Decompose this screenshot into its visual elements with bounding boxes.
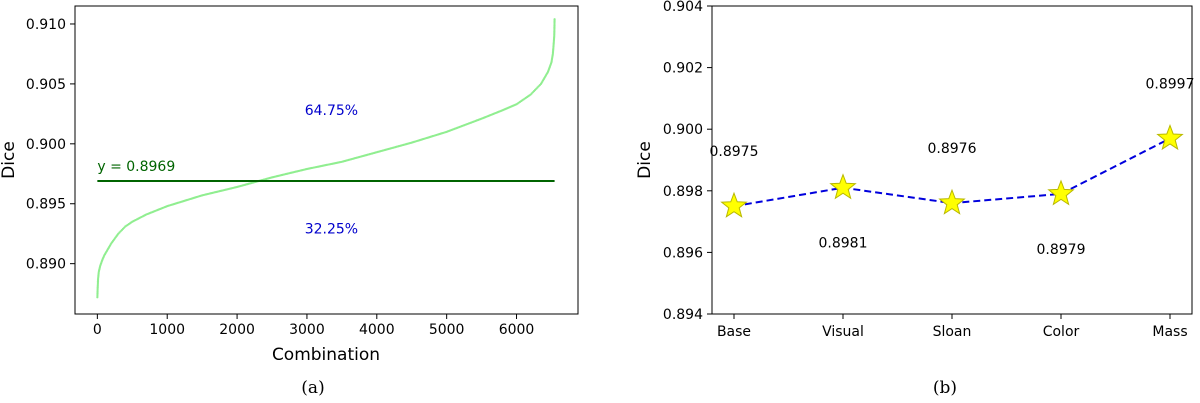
chart-b-x-ticks: Base Visual Sloan Color Mass [717,314,1188,340]
chart-a-annotations: 64.75% 32.25% [305,103,358,238]
chart-b-x-tick-label: Color [1043,324,1080,340]
chart-a-annotation: 32.25% [305,222,358,238]
chart-b-y-tick-label: 0.898 [663,184,703,200]
chart-a-x-tick-label: 5000 [429,322,465,338]
chart-b-data-label: 0.8997 [1146,76,1195,92]
chart-a-y-axis-label: Dice [0,141,19,179]
chart-a-x-tick-label: 6000 [499,322,535,338]
chart-a-x-tick-label: 4000 [359,322,395,338]
chart-a-plot-frame [74,5,579,315]
chart-a-x-tick-label: 3000 [289,322,325,338]
chart-b-star-marker [720,191,748,218]
chart-b-y-tick-label: 0.904 [663,0,703,15]
chart-a-x-axis-label: Combination [272,345,380,365]
chart-a-y-tick-label: 0.890 [26,257,66,273]
chart-b-y-tick-label: 0.894 [663,307,703,323]
chart-b-y-tick-label: 0.902 [663,61,703,77]
chart-b: Base Visual Sloan Color Mass 0.894 0.896 0.898… [635,0,1195,398]
chart-a: 0 1000 2000 3000 4000 5000 6000 0.890 0.895 0.90… [0,5,579,398]
chart-a-x-tick-label: 2000 [219,322,255,338]
chart-b-markers [720,124,1184,218]
chart-b-x-tick-label: Sloan [933,324,972,340]
chart-a-y-tick-label: 0.900 [26,137,66,153]
chart-b-caption: (b) [933,378,957,398]
chart-b-star-marker [1047,179,1075,206]
chart-b-star-marker [938,188,966,215]
chart-a-reference-line-label: y = 0.8969 [97,159,175,175]
chart-a-y-ticks: 0.890 0.895 0.900 0.905 0.910 [26,17,75,273]
chart-b-y-tick-label: 0.900 [663,122,703,138]
chart-b-plot-frame [711,5,1193,315]
chart-b-y-ticks: 0.894 0.896 0.898 0.900 0.902 0.904 [663,0,712,323]
chart-a-x-ticks: 0 1000 2000 3000 4000 5000 6000 [93,314,534,338]
chart-a-y-tick-label: 0.895 [26,197,66,213]
chart-a-x-tick-label: 1000 [149,322,185,338]
chart-b-y-tick-label: 0.896 [663,245,703,261]
chart-b-data-label: 0.8975 [710,144,759,160]
chart-a-annotation: 64.75% [305,103,358,119]
chart-b-star-marker [1156,124,1184,151]
chart-a-points [96,18,556,299]
chart-a-x-tick-label: 0 [93,322,102,338]
chart-b-y-axis-label: Dice [635,141,655,179]
chart-b-x-tick-label: Base [717,324,751,340]
chart-a-y-tick-label: 0.910 [26,17,66,33]
chart-a-point [553,18,556,21]
chart-b-data-label: 0.8979 [1037,242,1086,258]
chart-a-caption: (a) [301,378,324,398]
chart-a-y-tick-label: 0.905 [26,77,66,93]
chart-b-x-tick-label: Mass [1152,324,1187,340]
chart-b-x-tick-label: Visual [822,324,864,340]
chart-b-data-label: 0.8981 [819,236,868,252]
chart-b-data-labels: 0.8975 0.8981 0.8976 0.8979 0.8997 [710,76,1195,257]
chart-b-star-marker [829,173,857,200]
chart-b-data-label: 0.8976 [928,141,977,157]
